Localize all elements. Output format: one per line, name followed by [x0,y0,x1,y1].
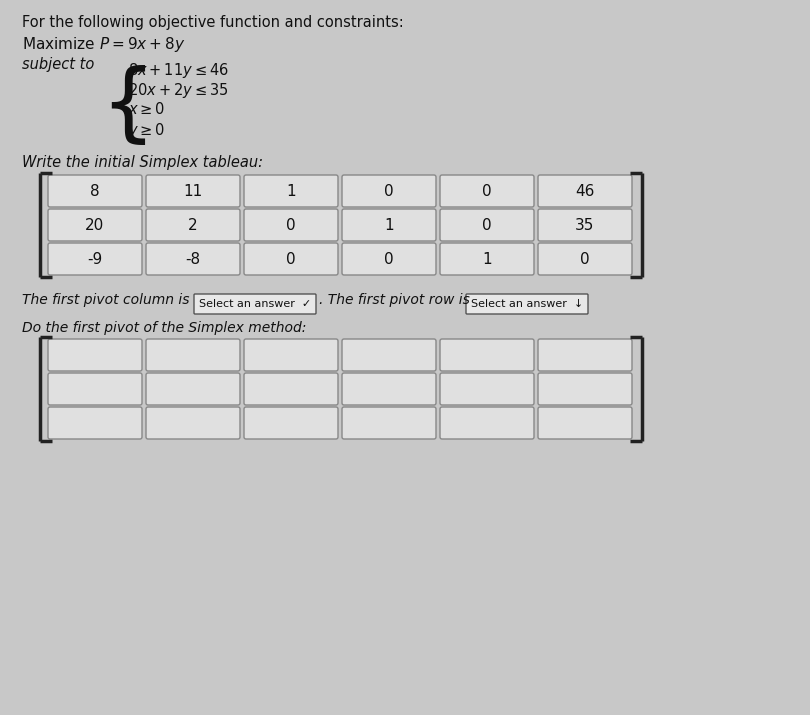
Text: -8: -8 [185,252,201,267]
Text: $x \geq 0$: $x \geq 0$ [128,101,165,117]
Text: For the following objective function and constraints:: For the following objective function and… [22,15,403,30]
FancyBboxPatch shape [48,209,142,241]
FancyBboxPatch shape [538,243,632,275]
FancyBboxPatch shape [48,175,142,207]
Text: 46: 46 [575,184,595,199]
Text: Select an answer  ✓: Select an answer ✓ [199,299,311,309]
FancyBboxPatch shape [146,339,240,371]
Text: $20x + 2y \leq 35$: $20x + 2y \leq 35$ [128,81,228,100]
Text: 0: 0 [384,252,394,267]
Text: 20: 20 [85,217,104,232]
Text: 11: 11 [183,184,202,199]
Text: 0: 0 [482,217,492,232]
FancyBboxPatch shape [440,373,534,405]
FancyBboxPatch shape [244,209,338,241]
FancyBboxPatch shape [48,243,142,275]
Text: . The first pivot row is: . The first pivot row is [319,293,470,307]
FancyBboxPatch shape [342,339,436,371]
FancyBboxPatch shape [244,243,338,275]
Text: 0: 0 [580,252,590,267]
Text: 0: 0 [384,184,394,199]
Text: 0: 0 [286,252,296,267]
FancyBboxPatch shape [244,407,338,439]
Text: 35: 35 [575,217,595,232]
FancyBboxPatch shape [146,243,240,275]
Text: Maximize $P = 9x + 8y$: Maximize $P = 9x + 8y$ [22,35,185,54]
FancyBboxPatch shape [342,175,436,207]
FancyBboxPatch shape [440,209,534,241]
Text: -9: -9 [87,252,103,267]
Text: {: { [100,65,155,148]
FancyBboxPatch shape [48,339,142,371]
FancyBboxPatch shape [342,243,436,275]
FancyBboxPatch shape [342,209,436,241]
Text: subject to: subject to [22,57,95,72]
FancyBboxPatch shape [146,373,240,405]
Text: 2: 2 [188,217,198,232]
FancyBboxPatch shape [244,373,338,405]
Text: 1: 1 [482,252,492,267]
FancyBboxPatch shape [244,175,338,207]
FancyBboxPatch shape [146,175,240,207]
Text: 1: 1 [286,184,296,199]
Text: $y \geq 0$: $y \geq 0$ [128,121,165,140]
FancyBboxPatch shape [466,294,588,314]
FancyBboxPatch shape [48,407,142,439]
FancyBboxPatch shape [146,209,240,241]
Text: Do the first pivot of the Simplex method:: Do the first pivot of the Simplex method… [22,321,306,335]
Text: 8: 8 [90,184,100,199]
Text: Write the initial Simplex tableau:: Write the initial Simplex tableau: [22,155,263,170]
Text: 1: 1 [384,217,394,232]
Text: 0: 0 [286,217,296,232]
FancyBboxPatch shape [342,373,436,405]
Text: 0: 0 [482,184,492,199]
Text: Select an answer  ↓: Select an answer ↓ [471,299,583,309]
FancyBboxPatch shape [538,373,632,405]
FancyBboxPatch shape [194,294,316,314]
Text: The first pivot column is: The first pivot column is [22,293,190,307]
FancyBboxPatch shape [538,209,632,241]
FancyBboxPatch shape [440,339,534,371]
Text: $8x + 11y \leq 46$: $8x + 11y \leq 46$ [128,61,228,80]
FancyBboxPatch shape [48,373,142,405]
FancyBboxPatch shape [440,407,534,439]
FancyBboxPatch shape [538,175,632,207]
FancyBboxPatch shape [342,407,436,439]
FancyBboxPatch shape [244,339,338,371]
FancyBboxPatch shape [538,407,632,439]
FancyBboxPatch shape [440,175,534,207]
FancyBboxPatch shape [538,339,632,371]
FancyBboxPatch shape [146,407,240,439]
FancyBboxPatch shape [440,243,534,275]
